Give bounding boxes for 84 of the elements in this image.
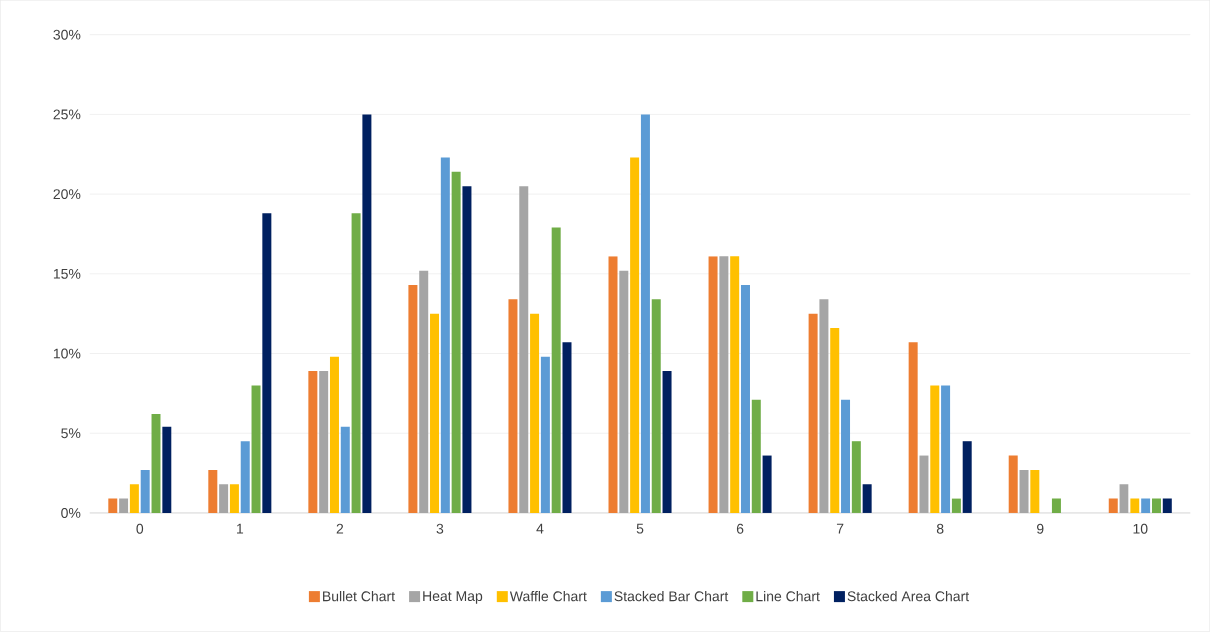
bar: [719, 256, 729, 514]
bar: [251, 385, 261, 514]
bar: [240, 441, 250, 514]
bar: [1019, 470, 1029, 514]
x-tick-label: 0: [136, 523, 144, 534]
bar: [219, 484, 229, 514]
bar: [451, 171, 461, 514]
bar: [730, 256, 740, 514]
x-tick-label: 9: [1036, 523, 1044, 534]
bar: [519, 186, 529, 514]
bar: [1008, 455, 1018, 514]
bar: [708, 256, 718, 514]
y-tick-label: 5%: [61, 428, 81, 439]
bar: [862, 484, 872, 514]
y-tick-label: 25%: [53, 109, 81, 120]
bar: [208, 470, 218, 514]
legend-label: Waffle Chart: [509, 591, 587, 602]
y-tick-label: 20%: [53, 189, 81, 200]
bar: [762, 455, 772, 514]
y-tick-label: 10%: [53, 348, 81, 359]
x-tick-label: 6: [736, 523, 744, 534]
y-tick-label: 15%: [53, 269, 81, 279]
legend-label: Stacked Area Chart: [847, 591, 970, 602]
bar: [951, 498, 961, 514]
bar: [751, 399, 761, 514]
bar: [930, 385, 940, 514]
bar: [308, 371, 318, 514]
bar: [819, 299, 829, 514]
bar: [140, 470, 150, 514]
bar: [262, 213, 272, 514]
bar: [1162, 498, 1172, 514]
y-tick-label: 30%: [53, 29, 81, 40]
bar: [351, 213, 361, 514]
bar: [651, 299, 661, 514]
bar: [808, 313, 818, 514]
bar: [540, 356, 550, 514]
bar: [508, 299, 518, 514]
bar: [1151, 498, 1161, 514]
legend-label: Bullet Chart: [323, 591, 395, 602]
x-tick-label: 4: [536, 523, 544, 534]
legend-label: Stacked Bar Chart: [614, 591, 729, 602]
bar: [830, 328, 840, 514]
x-tick-label: 7: [836, 523, 844, 534]
bar: [1108, 498, 1118, 514]
bar: [851, 441, 861, 514]
bar: [619, 270, 629, 514]
bar: [408, 285, 418, 514]
bar: [340, 427, 350, 514]
bar: [430, 313, 440, 514]
bar: [740, 285, 750, 514]
bar: [662, 371, 672, 514]
x-tick-label: 8: [936, 523, 944, 534]
bar: [1141, 498, 1151, 514]
bar: [462, 186, 472, 514]
bar: [919, 455, 929, 514]
bar: [530, 313, 540, 514]
bar: [440, 157, 450, 514]
x-tick-label: 3: [436, 523, 444, 534]
bar: [640, 114, 650, 514]
bar: [562, 342, 572, 514]
bar: [319, 371, 329, 514]
bar: [630, 157, 640, 514]
bar: [1130, 498, 1140, 514]
x-tick-label: 2: [336, 523, 344, 534]
bar: [1119, 484, 1129, 514]
bar: [841, 399, 851, 514]
legend-label: Line Chart: [756, 591, 820, 602]
y-tick-label: 0%: [61, 508, 81, 519]
bar: [908, 342, 918, 514]
bar: [229, 484, 239, 514]
bar: [362, 114, 372, 514]
bar: [1030, 470, 1040, 514]
bar: [551, 227, 561, 514]
bar: [941, 385, 951, 514]
bar: [419, 270, 429, 514]
bar: [962, 441, 972, 514]
bar: [608, 256, 618, 514]
x-tick-label: 10: [1133, 523, 1148, 534]
x-tick-label: 5: [636, 523, 644, 534]
legend-label: Heat Map: [423, 591, 483, 604]
bar: [129, 484, 139, 514]
x-tick-label: 1: [237, 523, 244, 534]
bar: [1051, 498, 1061, 514]
bar: [329, 356, 339, 514]
